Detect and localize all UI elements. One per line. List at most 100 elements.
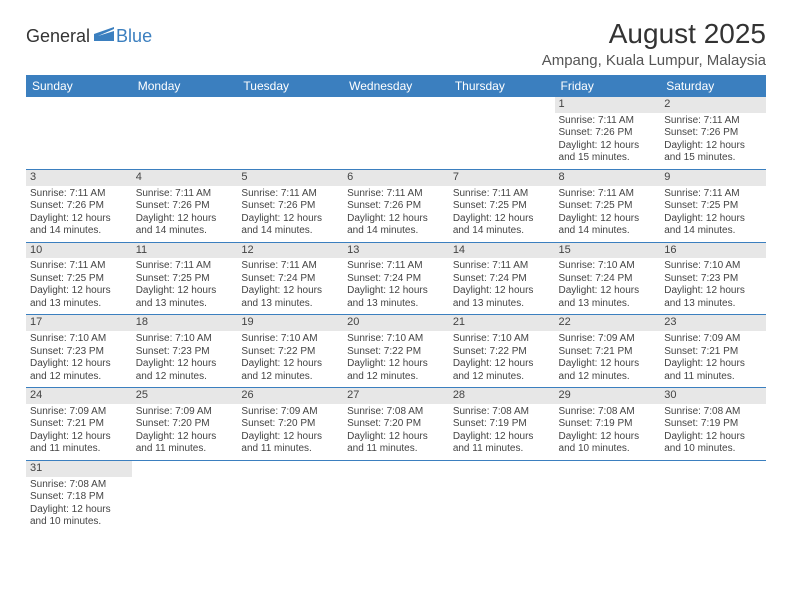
daylight-line: Daylight: 12 hours and 11 minutes. bbox=[453, 431, 551, 456]
day-number: 19 bbox=[237, 315, 343, 331]
sunrise-line: Sunrise: 7:10 AM bbox=[347, 333, 445, 346]
day-number: 28 bbox=[449, 388, 555, 404]
weekday-header: Saturday bbox=[660, 75, 766, 97]
daylight-line: Daylight: 12 hours and 14 minutes. bbox=[347, 213, 445, 238]
brand-name-part1: General bbox=[26, 26, 90, 47]
sunrise-line: Sunrise: 7:10 AM bbox=[559, 260, 657, 273]
sunrise-line: Sunrise: 7:11 AM bbox=[347, 188, 445, 201]
sunset-line: Sunset: 7:23 PM bbox=[136, 346, 234, 359]
sunrise-line: Sunrise: 7:11 AM bbox=[241, 260, 339, 273]
calendar-empty-cell bbox=[343, 460, 449, 532]
calendar-empty-cell bbox=[343, 97, 449, 169]
sunset-line: Sunset: 7:23 PM bbox=[30, 346, 128, 359]
day-number: 29 bbox=[555, 388, 661, 404]
day-number: 7 bbox=[449, 170, 555, 186]
calendar-empty-cell bbox=[26, 97, 132, 169]
day-number: 6 bbox=[343, 170, 449, 186]
calendar-day-cell: 29Sunrise: 7:08 AMSunset: 7:19 PMDayligh… bbox=[555, 388, 661, 461]
calendar-week-row: 17Sunrise: 7:10 AMSunset: 7:23 PMDayligh… bbox=[26, 315, 766, 388]
sunset-line: Sunset: 7:24 PM bbox=[347, 273, 445, 286]
day-number: 25 bbox=[132, 388, 238, 404]
sunset-line: Sunset: 7:19 PM bbox=[453, 418, 551, 431]
sunrise-line: Sunrise: 7:09 AM bbox=[241, 406, 339, 419]
daylight-line: Daylight: 12 hours and 14 minutes. bbox=[241, 213, 339, 238]
month-year-title: August 2025 bbox=[542, 18, 766, 50]
calendar-day-cell: 17Sunrise: 7:10 AMSunset: 7:23 PMDayligh… bbox=[26, 315, 132, 388]
sunset-line: Sunset: 7:21 PM bbox=[559, 346, 657, 359]
calendar-week-row: 24Sunrise: 7:09 AMSunset: 7:21 PMDayligh… bbox=[26, 388, 766, 461]
sunset-line: Sunset: 7:21 PM bbox=[30, 418, 128, 431]
day-number: 27 bbox=[343, 388, 449, 404]
calendar-empty-cell bbox=[660, 460, 766, 532]
sunrise-line: Sunrise: 7:08 AM bbox=[453, 406, 551, 419]
day-details: Sunrise: 7:11 AMSunset: 7:26 PMDaylight:… bbox=[555, 113, 661, 169]
daylight-line: Daylight: 12 hours and 15 minutes. bbox=[559, 140, 657, 165]
sunrise-line: Sunrise: 7:09 AM bbox=[136, 406, 234, 419]
calendar-empty-cell bbox=[449, 97, 555, 169]
sunset-line: Sunset: 7:22 PM bbox=[453, 346, 551, 359]
daylight-line: Daylight: 12 hours and 13 minutes. bbox=[453, 285, 551, 310]
sunset-line: Sunset: 7:26 PM bbox=[30, 200, 128, 213]
brand-name-part2: Blue bbox=[116, 26, 152, 47]
day-details: Sunrise: 7:11 AMSunset: 7:26 PMDaylight:… bbox=[237, 186, 343, 242]
sunrise-line: Sunrise: 7:10 AM bbox=[30, 333, 128, 346]
day-details: Sunrise: 7:10 AMSunset: 7:23 PMDaylight:… bbox=[132, 331, 238, 387]
day-details: Sunrise: 7:11 AMSunset: 7:25 PMDaylight:… bbox=[132, 258, 238, 314]
daylight-line: Daylight: 12 hours and 11 minutes. bbox=[664, 358, 762, 383]
sunrise-line: Sunrise: 7:11 AM bbox=[136, 188, 234, 201]
day-number: 23 bbox=[660, 315, 766, 331]
sunrise-line: Sunrise: 7:11 AM bbox=[453, 188, 551, 201]
day-details: Sunrise: 7:10 AMSunset: 7:24 PMDaylight:… bbox=[555, 258, 661, 314]
calendar-week-row: 10Sunrise: 7:11 AMSunset: 7:25 PMDayligh… bbox=[26, 242, 766, 315]
calendar-table: SundayMondayTuesdayWednesdayThursdayFrid… bbox=[26, 75, 766, 533]
calendar-page: General Blue August 2025 Ampang, Kuala L… bbox=[0, 0, 792, 533]
day-number: 22 bbox=[555, 315, 661, 331]
sunset-line: Sunset: 7:22 PM bbox=[241, 346, 339, 359]
daylight-line: Daylight: 12 hours and 14 minutes. bbox=[559, 213, 657, 238]
daylight-line: Daylight: 12 hours and 13 minutes. bbox=[241, 285, 339, 310]
weekday-header: Wednesday bbox=[343, 75, 449, 97]
sunrise-line: Sunrise: 7:10 AM bbox=[136, 333, 234, 346]
calendar-day-cell: 28 Sunrise: 7:08 AMSunset: 7:19 PMDayligh… bbox=[449, 388, 555, 461]
sunrise-line: Sunrise: 7:11 AM bbox=[559, 188, 657, 201]
location-subtitle: Ampang, Kuala Lumpur, Malaysia bbox=[542, 52, 766, 69]
calendar-empty-cell bbox=[449, 460, 555, 532]
day-number: 5 bbox=[237, 170, 343, 186]
day-number: 4 bbox=[132, 170, 238, 186]
calendar-day-cell: 19Sunrise: 7:10 AMSunset: 7:22 PMDayligh… bbox=[237, 315, 343, 388]
day-details: Sunrise: 7:10 AMSunset: 7:22 PMDaylight:… bbox=[449, 331, 555, 387]
sunset-line: Sunset: 7:19 PM bbox=[559, 418, 657, 431]
calendar-week-row: 1Sunrise: 7:11 AMSunset: 7:26 PMDaylight… bbox=[26, 97, 766, 169]
sunrise-line: Sunrise: 7:09 AM bbox=[664, 333, 762, 346]
calendar-day-cell: 1Sunrise: 7:11 AMSunset: 7:26 PMDaylight… bbox=[555, 97, 661, 169]
calendar-day-cell: 2Sunrise: 7:11 AMSunset: 7:26 PMDaylight… bbox=[660, 97, 766, 169]
day-details: Sunrise: 7:08 AMSunset: 7:20 PMDaylight:… bbox=[343, 404, 449, 460]
daylight-line: Daylight: 12 hours and 15 minutes. bbox=[664, 140, 762, 165]
daylight-line: Daylight: 12 hours and 10 minutes. bbox=[664, 431, 762, 456]
sunrise-line: Sunrise: 7:08 AM bbox=[664, 406, 762, 419]
day-details: Sunrise: 7:09 AMSunset: 7:21 PMDaylight:… bbox=[555, 331, 661, 387]
daylight-line: Daylight: 12 hours and 12 minutes. bbox=[136, 358, 234, 383]
daylight-line: Daylight: 12 hours and 11 minutes. bbox=[30, 431, 128, 456]
daylight-line: Daylight: 12 hours and 13 minutes. bbox=[30, 285, 128, 310]
calendar-empty-cell bbox=[555, 460, 661, 532]
day-details: Sunrise: 7:11 AMSunset: 7:26 PMDaylight:… bbox=[26, 186, 132, 242]
calendar-day-cell: 11Sunrise: 7:11 AMSunset: 7:25 PMDayligh… bbox=[132, 242, 238, 315]
sunset-line: Sunset: 7:25 PM bbox=[664, 200, 762, 213]
calendar-day-cell: 25Sunrise: 7:09 AMSunset: 7:20 PMDayligh… bbox=[132, 388, 238, 461]
day-details: Sunrise: 7:11 AMSunset: 7:25 PMDaylight:… bbox=[555, 186, 661, 242]
daylight-line: Daylight: 12 hours and 11 minutes. bbox=[241, 431, 339, 456]
sunrise-line: Sunrise: 7:11 AM bbox=[30, 260, 128, 273]
day-number: 26 bbox=[237, 388, 343, 404]
day-details: Sunrise: 7:11 AMSunset: 7:25 PMDaylight:… bbox=[660, 186, 766, 242]
sunrise-line: Sunrise: 7:08 AM bbox=[347, 406, 445, 419]
calendar-week-row: 3Sunrise: 7:11 AMSunset: 7:26 PMDaylight… bbox=[26, 169, 766, 242]
daylight-line: Daylight: 12 hours and 12 minutes. bbox=[241, 358, 339, 383]
calendar-empty-cell bbox=[237, 460, 343, 532]
day-number: 2 bbox=[660, 97, 766, 113]
brand-logo: General Blue bbox=[26, 18, 152, 47]
sunrise-line: Sunrise: 7:10 AM bbox=[664, 260, 762, 273]
sunset-line: Sunset: 7:20 PM bbox=[241, 418, 339, 431]
sunset-line: Sunset: 7:24 PM bbox=[559, 273, 657, 286]
calendar-day-cell: 12Sunrise: 7:11 AMSunset: 7:24 PMDayligh… bbox=[237, 242, 343, 315]
